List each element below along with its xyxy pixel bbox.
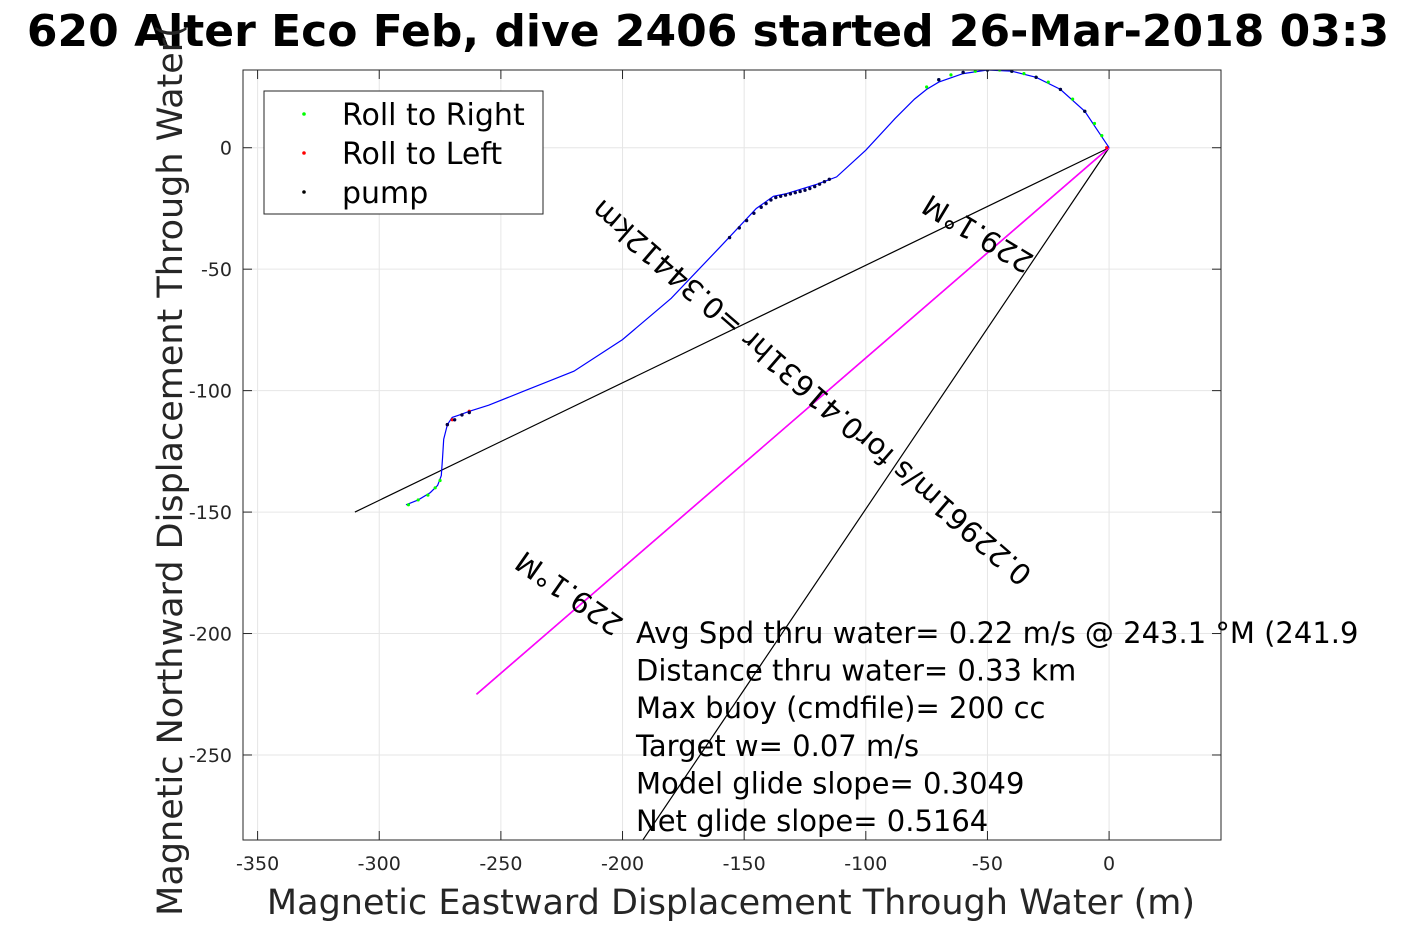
legend: Roll to Right Roll to Left pump — [263, 90, 544, 215]
roll-right-point — [438, 478, 442, 483]
pump-point — [1010, 70, 1014, 73]
roll-right-point — [973, 70, 977, 73]
pump-point — [798, 189, 802, 194]
roll-left-point — [1105, 146, 1109, 150]
stat-line: Net glide slope= 0.5164 — [636, 804, 988, 838]
pump-point — [1058, 87, 1063, 92]
roll-right-point — [406, 503, 411, 507]
axes-box — [242, 69, 1222, 841]
roll-right-point — [1092, 121, 1097, 126]
pump-point — [1083, 109, 1087, 113]
x-tick-label: -350 — [236, 853, 279, 875]
pump-point — [793, 190, 797, 195]
y-tick-label: -250 — [189, 745, 232, 767]
roll-right-point — [416, 498, 420, 502]
pump-point — [460, 413, 464, 417]
x-tick-label: -100 — [844, 853, 887, 875]
pump-point — [452, 418, 457, 422]
legend-label: Roll to Right — [342, 98, 525, 133]
roll-right-point — [1022, 72, 1026, 76]
stats-block: Avg Spd thru water= 0.22 m/s @ 243.1 °M … — [635, 616, 1358, 838]
y-axis-label: Magnetic Northward Displacement Through … — [151, 24, 191, 916]
pump-point — [1034, 75, 1038, 79]
pump-point — [822, 180, 827, 184]
pump-point — [764, 201, 768, 206]
x-tick-label: -250 — [479, 853, 522, 875]
pump-point — [744, 218, 749, 223]
pump-point — [769, 198, 773, 202]
legend-label: pump — [342, 176, 428, 211]
roll-right-point — [1100, 133, 1104, 138]
pump-point — [737, 226, 741, 230]
pump-point — [759, 205, 763, 209]
pump-point — [445, 422, 450, 427]
roll-right-point — [925, 85, 929, 89]
pump-point — [961, 70, 965, 75]
stat-line: Model glide slope= 0.3049 — [636, 766, 1024, 800]
legend-marker — [302, 151, 306, 155]
roll-right-point — [433, 486, 437, 490]
y-tick-label: -200 — [189, 624, 232, 646]
roll-right-point — [1046, 80, 1050, 84]
axis-ticks: -350 -300 -250 -200 -150 -100 -50 0 -250 -200 -150… — [189, 70, 1221, 875]
pump-point — [774, 195, 778, 200]
pump-point — [937, 78, 941, 82]
pump-point — [817, 182, 822, 186]
x-tick-label: -300 — [358, 853, 401, 875]
pump-point — [783, 193, 788, 197]
pump-point — [788, 192, 793, 196]
y-tick-label: -100 — [189, 381, 232, 403]
pump-point — [752, 211, 756, 216]
heading-arrow-line — [476, 147, 1110, 695]
pump-point — [467, 410, 471, 415]
x-tick-label: 0 — [1103, 853, 1115, 875]
x-tick-label: -200 — [601, 853, 644, 875]
pump-point — [727, 235, 732, 240]
y-tick-label: -150 — [189, 502, 232, 524]
x-tick-label: -150 — [723, 853, 766, 875]
stat-line: Distance thru water= 0.33 km — [636, 654, 1076, 688]
pump-point — [827, 177, 832, 182]
roll-right-point — [1070, 97, 1075, 101]
y-tick-label: 0 — [220, 138, 232, 160]
roll-left-point — [450, 418, 454, 422]
roll-right-point — [426, 493, 430, 497]
stat-line: Max buoy (cmdfile)= 200 cc — [636, 691, 1045, 725]
chart-title: 620 Alter Eco Feb, dive 2406 started 26-… — [27, 6, 1389, 57]
legend-box — [263, 90, 544, 215]
heading-wedge — [354, 147, 1110, 840]
stat-line: Target w= 0.07 m/s — [635, 729, 919, 763]
roll-right-point — [949, 73, 953, 77]
heading-wedge-line — [642, 147, 1110, 840]
pump-point — [813, 184, 817, 189]
pump-point — [803, 188, 807, 192]
x-axis-label: Magnetic Eastward Displacement Through W… — [267, 883, 1195, 923]
heading-wedge-line — [354, 147, 1110, 513]
pump-point — [808, 186, 812, 191]
pump-point — [778, 194, 783, 199]
y-tick-label: -50 — [201, 259, 232, 281]
stat-line: Avg Spd thru water= 0.22 m/s @ 243.1 °M … — [636, 616, 1358, 650]
legend-label: Roll to Left — [342, 137, 502, 172]
legend-marker — [302, 190, 306, 194]
x-tick-label: -50 — [972, 853, 1003, 875]
legend-marker — [302, 112, 306, 116]
